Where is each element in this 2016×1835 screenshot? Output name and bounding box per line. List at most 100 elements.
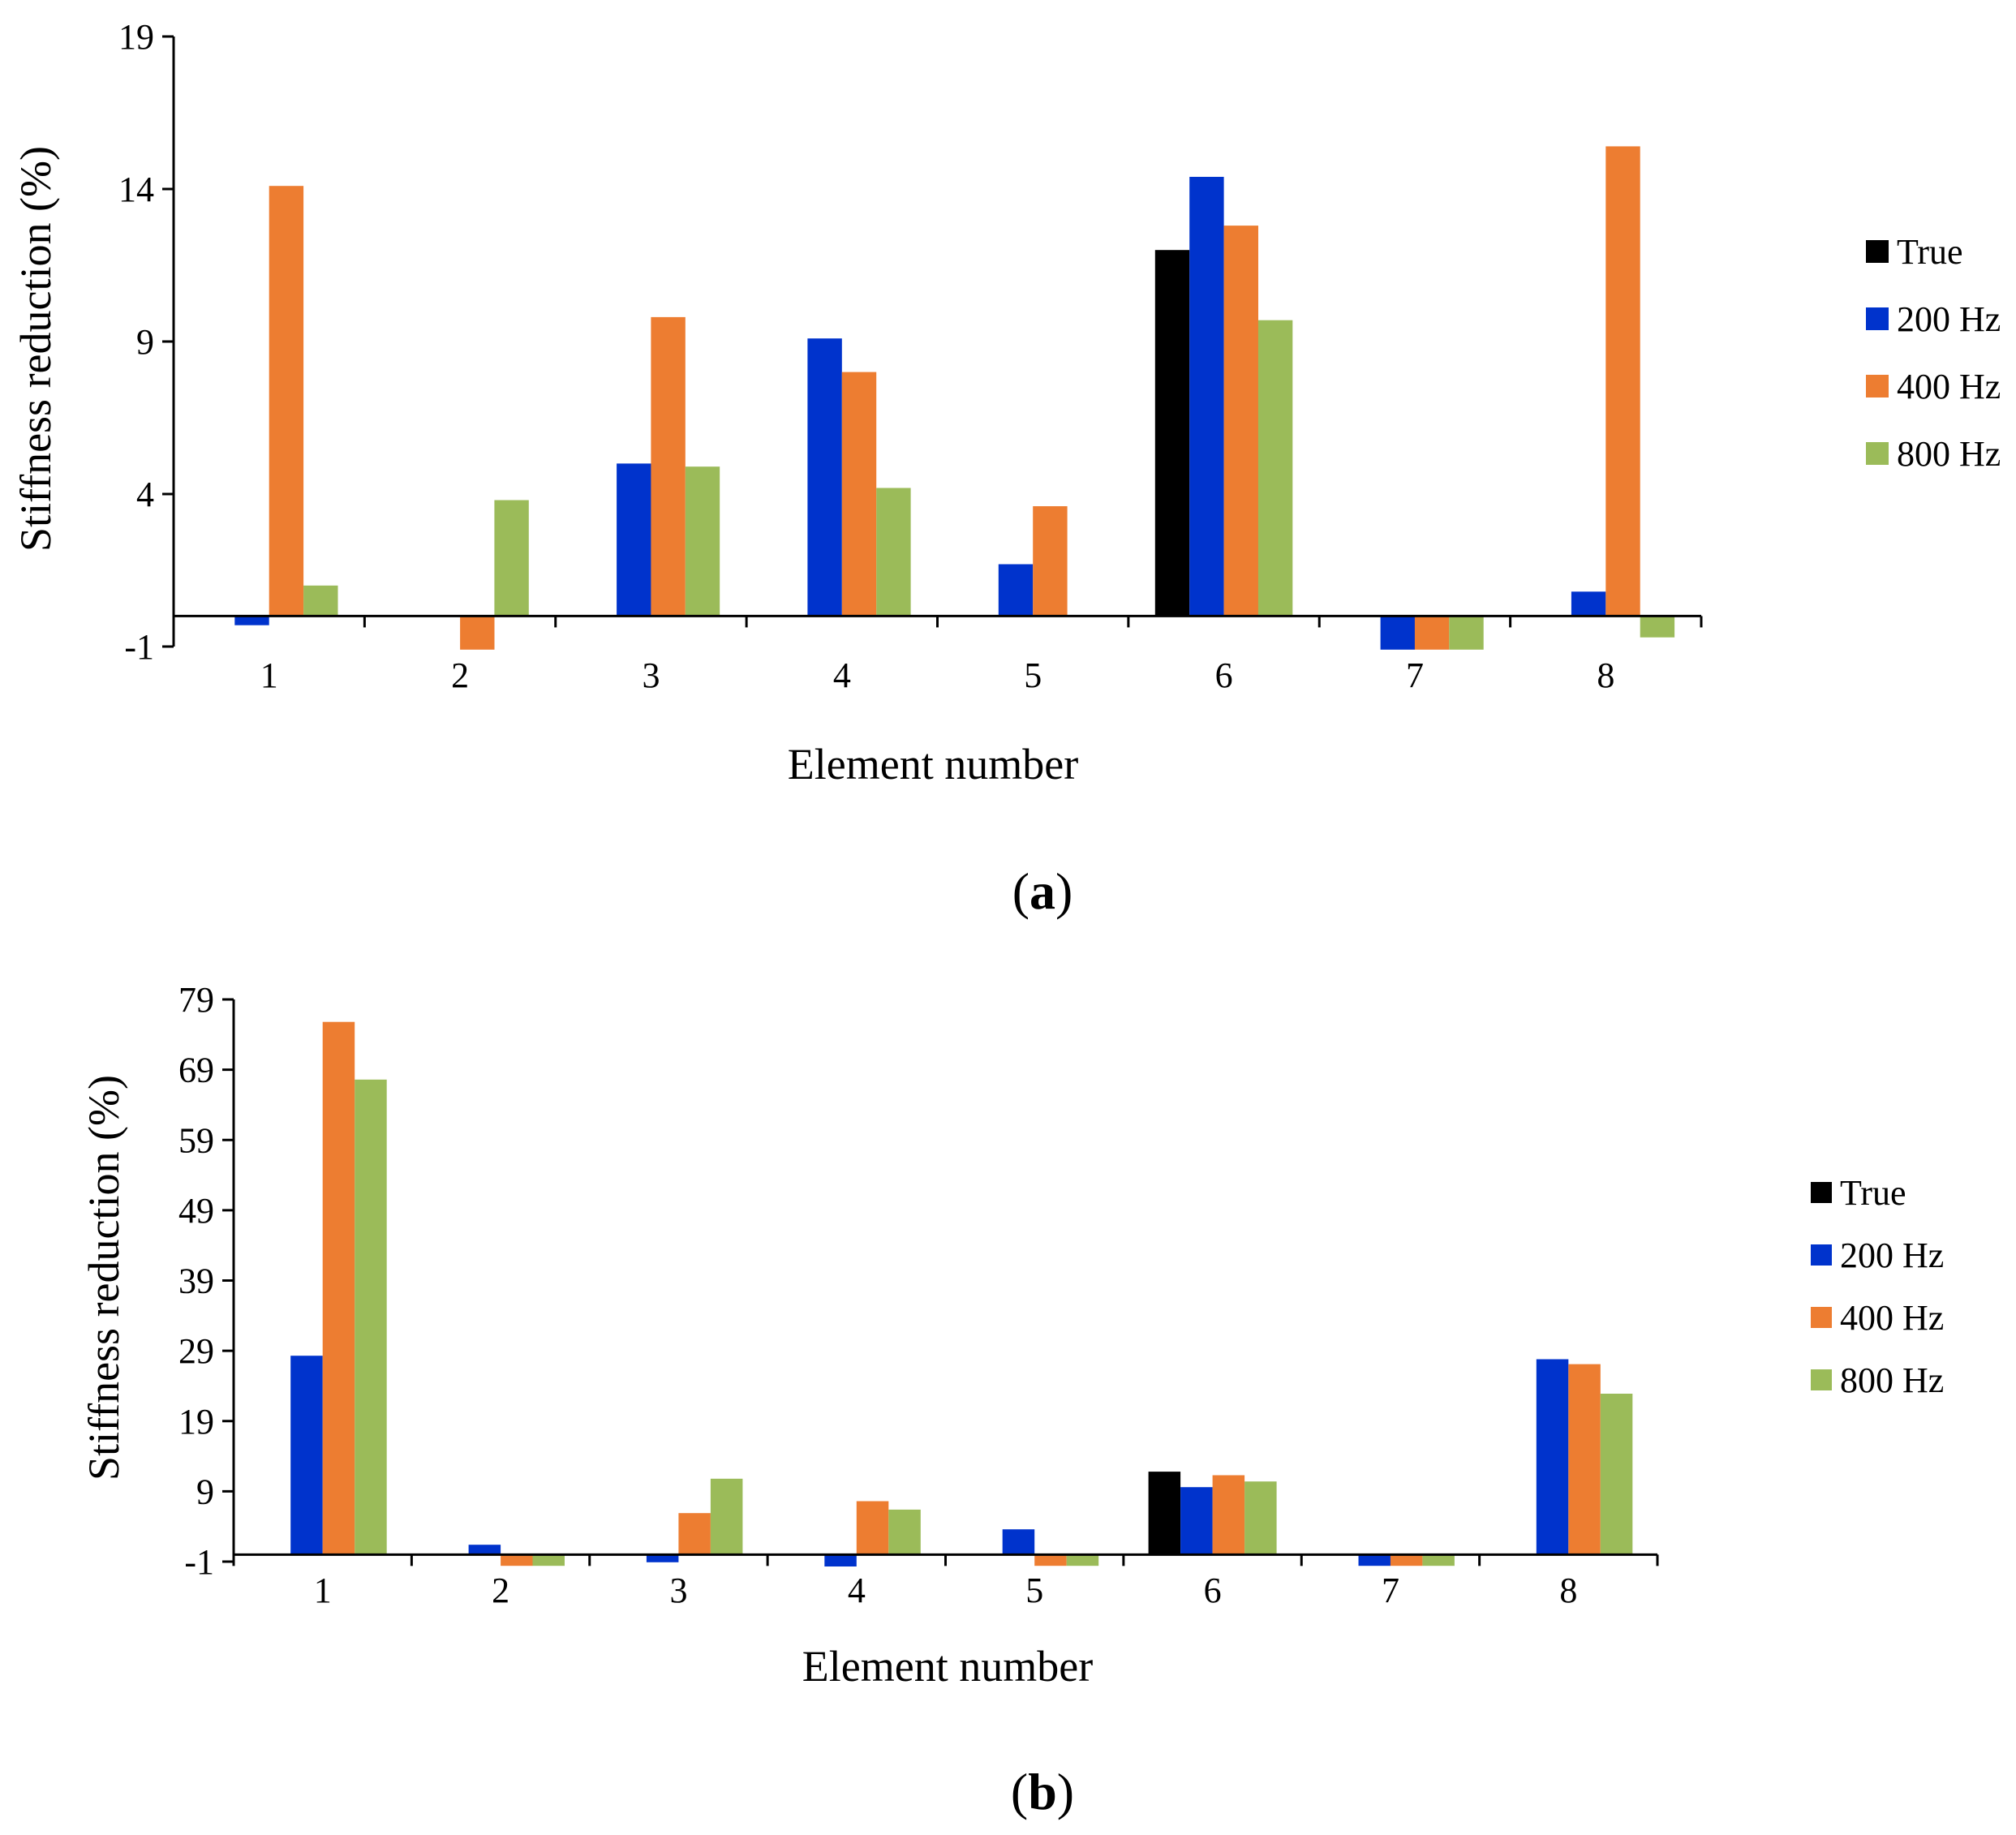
- x-tick-label: 2: [451, 655, 469, 695]
- bar-800-hz-element-7: [1449, 616, 1484, 650]
- x-axis-title: Element number: [788, 740, 1078, 789]
- y-tick-label: 19: [118, 17, 154, 57]
- bar-800-hz-element-5: [1066, 1554, 1099, 1566]
- bar-400-hz-element-3: [651, 316, 686, 617]
- x-tick-label: 7: [1406, 655, 1424, 695]
- bar-200-hz-element-8: [1571, 591, 1606, 617]
- bar-200-hz-element-5: [1002, 1529, 1035, 1555]
- y-tick-label: 29: [178, 1331, 214, 1371]
- bar-true-element-6: [1154, 250, 1190, 617]
- bar-400-hz-element-5: [1034, 1554, 1067, 1566]
- x-tick-label: 2: [492, 1571, 509, 1610]
- bar-200-hz-element-3: [646, 1554, 679, 1562]
- y-tick-label: 19: [178, 1402, 214, 1442]
- x-tick-label: 6: [1215, 655, 1233, 695]
- bar-200-hz-element-4: [824, 1554, 857, 1566]
- bar-200-hz-element-7: [1358, 1554, 1391, 1566]
- bar-800-hz-element-2: [494, 500, 529, 617]
- legend: True 200 Hz 400 Hz 800 Hz: [1811, 1173, 1944, 1400]
- x-tick-label: 1: [314, 1571, 332, 1610]
- bar-200-hz-element-8: [1536, 1359, 1569, 1555]
- legend: True 200 Hz 400 Hz 800 Hz: [1866, 232, 2001, 474]
- x-tick-label: 4: [833, 655, 851, 695]
- legend-label: 400 Hz: [1897, 367, 2001, 406]
- y-tick-label: -1: [184, 1542, 214, 1582]
- bar-400-hz-element-4: [856, 1501, 889, 1555]
- legend-label: 800 Hz: [1897, 434, 2001, 474]
- bar-800-hz-element-1: [355, 1079, 387, 1555]
- y-tick-label: 39: [178, 1261, 214, 1301]
- chart-panel-b: -1 9 19 29 39 49 59 69 79 1 2 3 4 5 6 7 8 Stiffness red…: [80, 980, 1944, 1820]
- x-axis: 1 2 3 4 5 6 7 8: [232, 1553, 1659, 1610]
- bar-400-hz-element-7: [1390, 1554, 1423, 1566]
- bar-800-hz-element-7: [1422, 1554, 1455, 1566]
- bar-800-hz-element-3: [710, 1478, 743, 1555]
- legend-label: 800 Hz: [1840, 1360, 1944, 1400]
- bar-400-hz-element-4: [841, 372, 877, 617]
- legend-label: True: [1897, 232, 1963, 272]
- bar-200-hz-element-6: [1189, 177, 1224, 617]
- bar-400-hz-element-3: [678, 1513, 711, 1555]
- legend-swatch: [1811, 1307, 1832, 1328]
- x-axis-title: Element number: [802, 1642, 1093, 1691]
- legend-swatch: [1866, 442, 1889, 465]
- bar-800-hz-element-2: [532, 1554, 565, 1566]
- y-tick-label: 79: [178, 980, 214, 1020]
- y-tick-label: 9: [196, 1472, 214, 1511]
- y-axis: -1 4 9 14 19: [118, 17, 175, 667]
- bar-800-hz-element-8: [1600, 1394, 1633, 1555]
- bar-400-hz-element-1: [322, 1021, 355, 1555]
- legend-swatch: [1866, 307, 1889, 330]
- bar-400-hz-element-2: [501, 1554, 533, 1566]
- x-tick-label: 1: [260, 655, 278, 695]
- y-axis: -1 9 19 29 39 49 59 69 79: [178, 980, 235, 1582]
- x-axis: 1 2 3 4 5 6 7 8: [172, 614, 1703, 695]
- x-tick-label: 4: [848, 1571, 866, 1610]
- legend-label: True: [1840, 1173, 1906, 1213]
- legend-swatch: [1811, 1369, 1832, 1390]
- bars-group: [234, 146, 1675, 650]
- y-tick-label: 49: [178, 1191, 214, 1231]
- bar-200-hz-element-6: [1180, 1487, 1213, 1555]
- panel-label-a: (a): [1012, 862, 1073, 920]
- y-tick-label: -1: [124, 627, 154, 667]
- bar-200-hz-element-5: [998, 564, 1034, 617]
- bar-800-hz-element-1: [303, 585, 338, 617]
- bar-400-hz-element-5: [1033, 506, 1068, 617]
- legend-swatch: [1866, 240, 1889, 263]
- x-tick-label: 3: [669, 1571, 687, 1610]
- y-tick-label: 14: [118, 170, 154, 209]
- bar-200-hz-element-1: [290, 1356, 323, 1555]
- y-tick-label: 9: [136, 322, 154, 362]
- legend-label: 200 Hz: [1897, 299, 2001, 339]
- bar-800-hz-element-6: [1244, 1481, 1277, 1555]
- bars-group: [290, 1021, 1633, 1566]
- y-tick-label: 69: [178, 1051, 214, 1090]
- x-tick-label: 6: [1204, 1571, 1222, 1610]
- bar-200-hz-element-7: [1380, 616, 1415, 650]
- y-axis-title: Stiffness reduction (%): [11, 146, 60, 552]
- legend-swatch: [1811, 1244, 1832, 1266]
- bar-200-hz-element-3: [617, 463, 651, 617]
- bar-400-hz-element-1: [269, 186, 304, 617]
- bar-true-element-6: [1148, 1472, 1181, 1555]
- bar-400-hz-element-6: [1223, 226, 1258, 617]
- chart-panel-a: -1 4 9 14 19 1 2 3 4 5 6 7 8 Stiffness reduction (%…: [11, 17, 2001, 920]
- bar-800-hz-element-4: [888, 1509, 921, 1555]
- bar-800-hz-element-3: [685, 466, 720, 617]
- y-axis-title: Stiffness reduction (%): [80, 1075, 128, 1480]
- bar-400-hz-element-2: [460, 616, 495, 650]
- x-tick-label: 7: [1382, 1571, 1399, 1610]
- legend-label: 200 Hz: [1840, 1236, 1944, 1275]
- bar-200-hz-element-1: [234, 616, 269, 625]
- bar-800-hz-element-6: [1257, 320, 1293, 617]
- panel-label-b: (b): [1011, 1763, 1074, 1820]
- legend-swatch: [1811, 1182, 1832, 1203]
- y-tick-label: 59: [178, 1120, 214, 1160]
- bar-200-hz-element-2: [468, 1545, 501, 1555]
- bar-800-hz-element-8: [1640, 616, 1675, 638]
- bar-800-hz-element-4: [876, 488, 911, 617]
- bar-400-hz-element-7: [1414, 616, 1450, 650]
- x-tick-label: 8: [1597, 655, 1614, 695]
